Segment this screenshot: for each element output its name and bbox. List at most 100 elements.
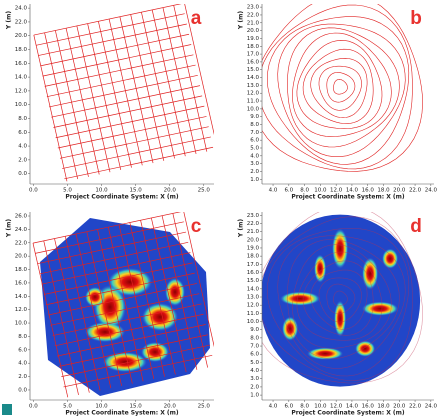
anomaly [355, 340, 376, 357]
y-tick-label: 6.0 [250, 352, 259, 358]
survey-line [119, 16, 154, 164]
y-tick-label: 2.0 [18, 374, 27, 380]
survey-line [61, 344, 211, 377]
survey-ring [287, 239, 400, 360]
survey-line [44, 54, 194, 87]
y-tick-label: 4.0 [250, 368, 259, 374]
x-tick-label: 25.0 [198, 188, 211, 194]
x-tick-label: 8.0 [300, 404, 309, 410]
panel-letter: c [191, 216, 202, 237]
anomaly [141, 342, 169, 362]
survey-line [107, 227, 144, 382]
x-tick-label: 22.0 [409, 404, 422, 410]
survey-ring [326, 72, 356, 103]
survey-ring [302, 260, 374, 336]
survey-line [151, 9, 186, 157]
x-tick-label: 15.0 [130, 188, 143, 194]
x-tick-label: 14.0 [346, 404, 359, 410]
survey-line [57, 116, 207, 149]
survey-line [162, 7, 197, 154]
y-tick-label: 19.0 [247, 36, 260, 42]
survey-ring [262, 216, 413, 381]
survey-ring [333, 78, 348, 95]
survey-ring [318, 65, 362, 111]
y-tick-label: 8.0 [250, 122, 259, 128]
y-tick-label: 2.0 [250, 384, 259, 390]
y-tick-label: 3.0 [250, 161, 259, 167]
survey-line [130, 14, 165, 161]
survey-line [54, 313, 204, 347]
y-tick-label: 22.0 [15, 240, 28, 246]
y-tick-label: 7.0 [250, 344, 259, 350]
survey-line [65, 28, 100, 175]
survey-line [150, 217, 187, 373]
survey-ring [333, 290, 348, 307]
survey-line [35, 13, 185, 46]
survey-line [161, 215, 198, 370]
y-tick-label: 14.0 [247, 75, 260, 81]
x-tick-label: 6.0 [284, 188, 293, 194]
survey-ring [262, 4, 423, 172]
x-tick-label: 10.0 [314, 404, 327, 410]
x-tick-label: 16.0 [362, 188, 375, 194]
survey-line [64, 146, 214, 180]
survey-line [43, 262, 193, 295]
y-tick-label: 14.0 [15, 294, 28, 300]
panel-letter: a [191, 8, 202, 29]
survey-ring [296, 251, 383, 341]
x-tick-label: 20.0 [164, 188, 177, 194]
anomaly [382, 248, 399, 269]
survey-ring [326, 283, 356, 315]
y-tick-label: 5.0 [250, 146, 259, 152]
x-tick-label: 18.0 [377, 404, 390, 410]
anomaly [280, 291, 321, 306]
survey-line [43, 240, 79, 396]
y-tick-label: 12.0 [247, 303, 260, 309]
survey-line [183, 212, 214, 366]
y-tick-label: 2.0 [18, 157, 27, 163]
survey-line [44, 32, 79, 180]
survey-line [41, 252, 191, 285]
survey-line [55, 105, 205, 139]
x-tick-label: 24.0 [425, 188, 438, 194]
survey-line [56, 324, 206, 357]
y-tick-label: 2.0 [250, 169, 259, 175]
y-tick-label: 3.0 [250, 376, 259, 382]
survey-line [50, 293, 200, 326]
plot-area [33, 4, 214, 182]
x-tick-label: 5.0 [63, 188, 72, 194]
y-tick-label: 11.0 [247, 311, 260, 317]
x-tick-label: 22.0 [409, 188, 422, 194]
y-tick-label: 24.0 [15, 227, 28, 233]
x-tick-label: 10.0 [314, 188, 327, 194]
survey-line [63, 354, 213, 388]
x-tick-label: 0.0 [29, 188, 38, 194]
survey-line [62, 136, 211, 169]
scan-area [262, 214, 421, 387]
y-tick-label: 8.0 [18, 334, 27, 340]
y-tick-label: 15.0 [247, 278, 260, 284]
survey-line [172, 213, 209, 368]
plot-area [262, 4, 423, 172]
survey-line [141, 12, 175, 159]
y-tick-label: 7.0 [250, 130, 259, 136]
survey-ring [277, 23, 406, 157]
survey-line [33, 4, 183, 36]
panel-letter: d [410, 216, 422, 237]
x-tick-label: 15.0 [130, 404, 143, 410]
anomaly [314, 254, 327, 283]
survey-line [140, 220, 176, 375]
y-tick-label: 17.0 [247, 262, 260, 268]
anomaly [334, 300, 347, 337]
survey-ring [277, 235, 406, 369]
survey-line [33, 34, 68, 182]
y-tick-label: 10.0 [247, 106, 260, 112]
x-tick-label: 6.0 [284, 404, 293, 410]
survey-line [42, 44, 192, 77]
survey-line [46, 64, 196, 98]
survey-line [64, 236, 101, 391]
y-tick-label: 1.0 [250, 177, 259, 183]
survey-line [40, 33, 190, 67]
y-tick-label: 10.0 [15, 102, 28, 108]
survey-line [32, 243, 69, 398]
